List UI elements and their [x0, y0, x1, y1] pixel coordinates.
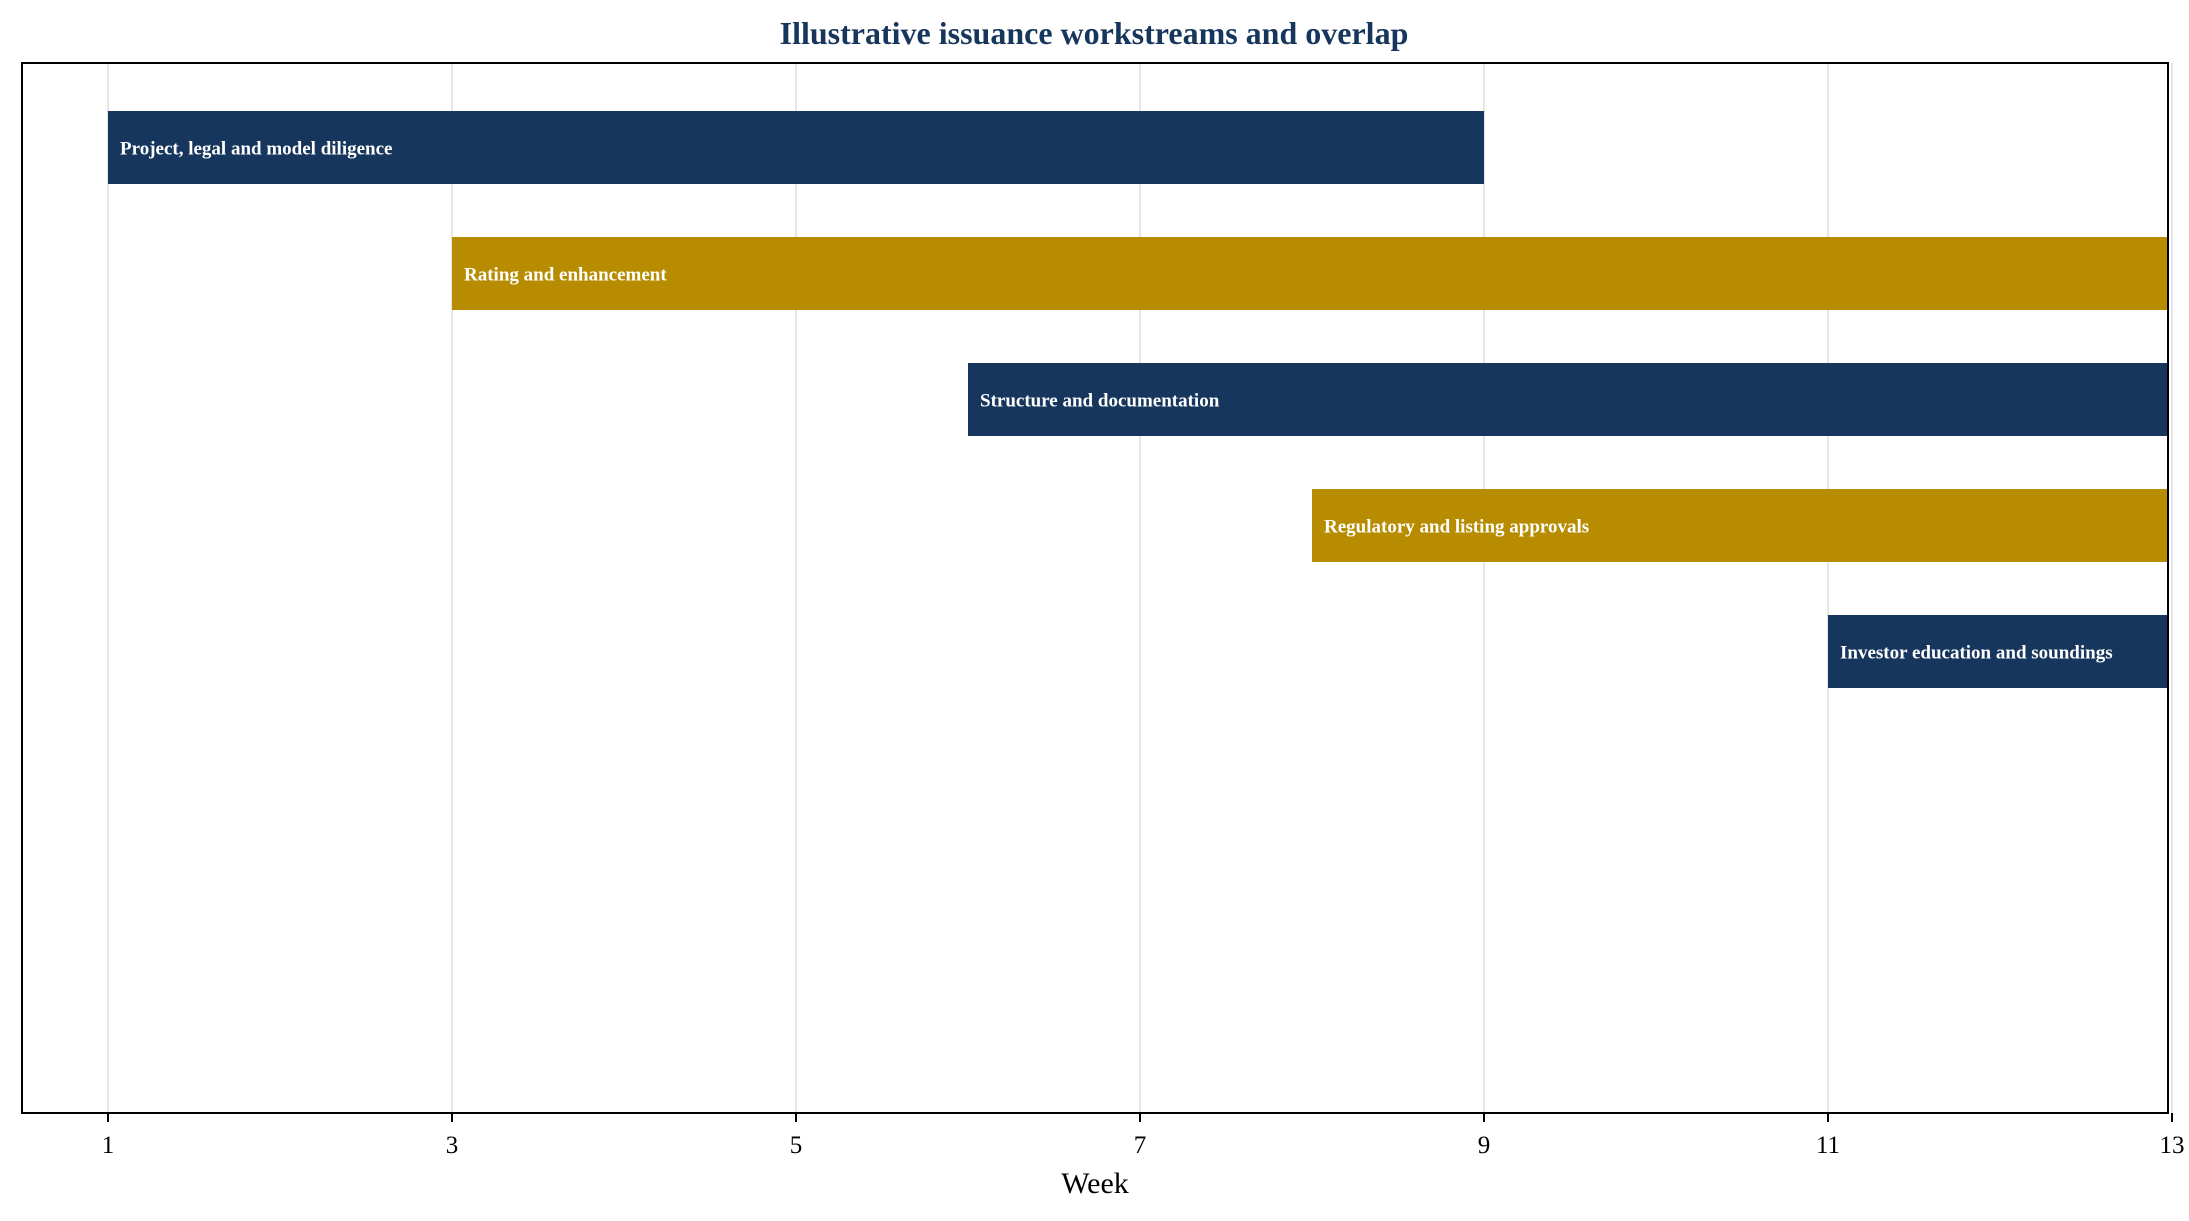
- bars: Project, legal and model diligence Rating…: [108, 111, 2168, 688]
- bar-label-1: Project, legal and model diligence: [120, 139, 392, 160]
- bar-5: [1828, 615, 2168, 688]
- x-axis-ticks: 1357911131517192123: [102, 1113, 2185, 1159]
- grid-lines: [107, 63, 2173, 1113]
- bar-label-4: Regulatory and listing approvals: [1324, 517, 1589, 538]
- bar-label-2: Rating and enhancement: [464, 265, 667, 286]
- x-tick-label-3: 3: [446, 1132, 459, 1159]
- x-tick-label-7: 7: [1134, 1132, 1147, 1159]
- bar-2: [452, 237, 2168, 310]
- bar-4: [1312, 489, 2168, 562]
- bar-3: [968, 363, 2168, 436]
- bar-label-5: Investor education and soundings: [1840, 643, 2113, 664]
- bar-1: [108, 111, 1484, 184]
- x-tick-label-11: 11: [1816, 1132, 1840, 1159]
- x-tick-label-1: 1: [102, 1132, 115, 1159]
- x-axis-label: Week: [1061, 1167, 1129, 1200]
- x-tick-label-9: 9: [1478, 1132, 1491, 1159]
- x-tick-label-13: 13: [2160, 1132, 2185, 1159]
- bar-label-3: Structure and documentation: [980, 391, 1220, 412]
- chart-title: Illustrative issuance workstreams and ov…: [780, 15, 1409, 51]
- plot-frame: [21, 62, 2169, 1114]
- x-tick-label-5: 5: [790, 1132, 803, 1159]
